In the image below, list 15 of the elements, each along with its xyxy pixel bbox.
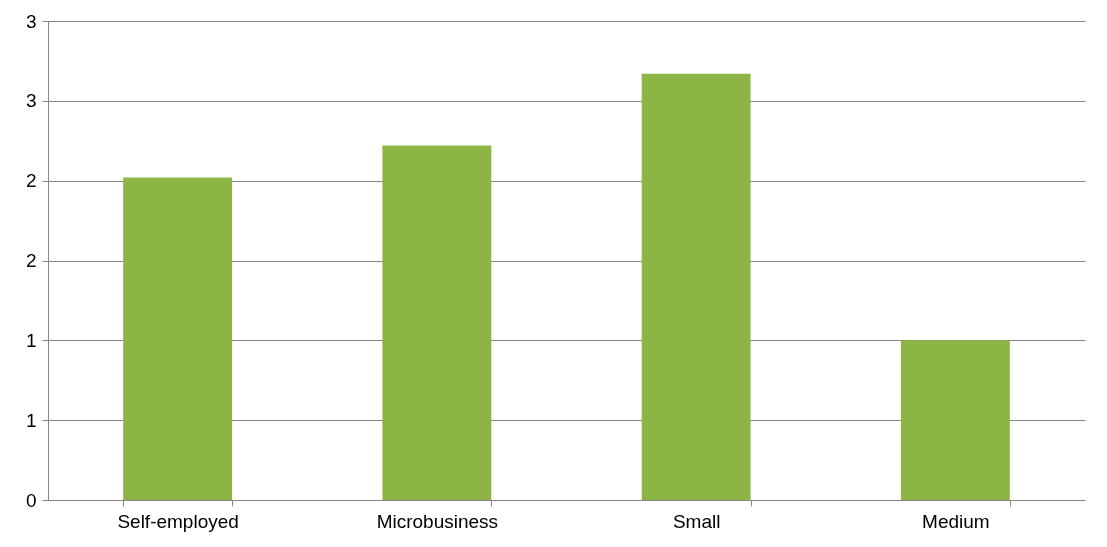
x-tick-label: Small — [672, 510, 721, 532]
x-tick-label: Microbusiness — [376, 510, 499, 532]
bar — [123, 177, 233, 500]
bar — [641, 73, 751, 500]
x-tick-label: Self-employed — [117, 510, 239, 532]
bar — [900, 340, 1010, 500]
x-tick-label: Medium — [922, 510, 990, 532]
y-tick-label: 1 — [25, 409, 37, 431]
y-tick-label: 1 — [25, 329, 37, 351]
bar — [382, 145, 492, 500]
y-tick-label: 3 — [25, 10, 37, 32]
y-tick-label: 2 — [25, 170, 37, 192]
y-tick-label: 3 — [25, 90, 37, 112]
y-tick-label: 2 — [25, 250, 37, 271]
y-tick-label: 0 — [25, 489, 37, 511]
